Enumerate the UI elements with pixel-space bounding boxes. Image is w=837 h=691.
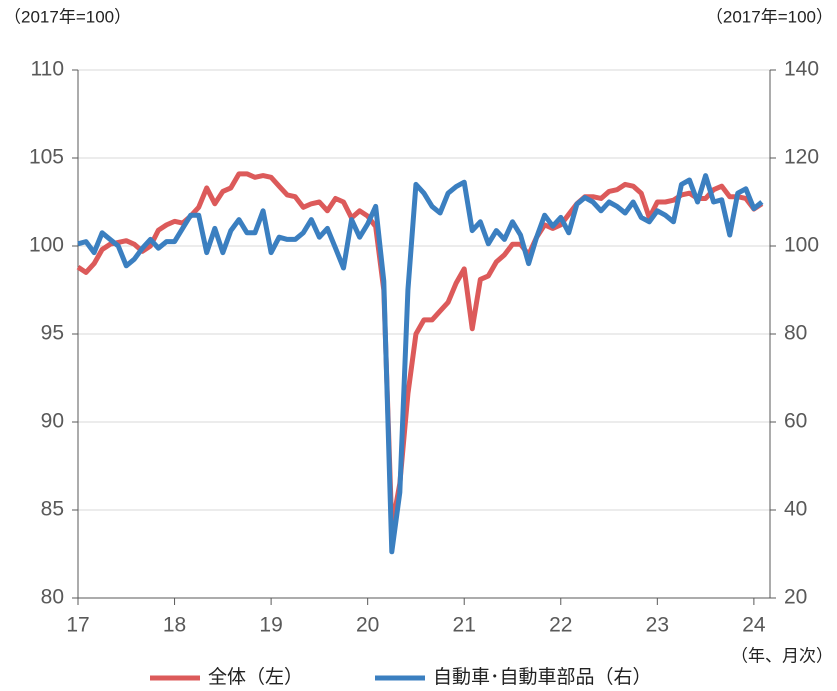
x-tick-label: 19 xyxy=(259,614,282,637)
right-axis-unit: （2017年=100） xyxy=(706,7,833,26)
x-tick-label: 23 xyxy=(646,614,669,637)
x-tick-label: 20 xyxy=(356,614,379,637)
x-tick-label: 24 xyxy=(742,614,766,637)
x-axis-unit: （年、月次） xyxy=(731,646,833,665)
series-line xyxy=(77,173,764,555)
x-tick-label: 21 xyxy=(453,614,476,637)
y2-tick-label: 100 xyxy=(784,234,819,257)
legend-label: 自動車･自動車部品（右） xyxy=(433,666,652,688)
x-tick-label: 17 xyxy=(66,614,89,637)
y2-tick-label: 140 xyxy=(784,58,819,81)
x-tick-label: 18 xyxy=(163,614,186,637)
x-tick-label: 22 xyxy=(549,614,572,637)
y2-tick-label: 60 xyxy=(784,410,807,433)
y-tick-label: 90 xyxy=(41,410,64,433)
y2-tick-label: 20 xyxy=(784,586,807,609)
y-tick-label: 110 xyxy=(31,58,64,81)
y-tick-label: 85 xyxy=(41,498,64,521)
y2-tick-label: 40 xyxy=(784,498,807,521)
y-tick-label: 105 xyxy=(29,146,64,169)
y-tick-label: 100 xyxy=(29,234,64,257)
legend-label: 全体（左） xyxy=(208,666,303,688)
left-axis-unit: （2017年=100） xyxy=(4,7,131,26)
y2-tick-label: 80 xyxy=(784,322,807,345)
y-tick-label: 95 xyxy=(41,322,64,345)
y2-tick-label: 120 xyxy=(784,146,819,169)
y-tick-label: 80 xyxy=(41,586,64,609)
